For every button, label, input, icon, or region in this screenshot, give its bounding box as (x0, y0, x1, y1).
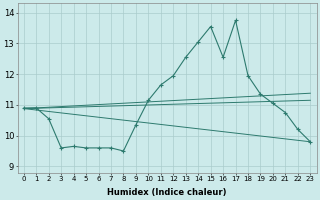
X-axis label: Humidex (Indice chaleur): Humidex (Indice chaleur) (107, 188, 227, 197)
